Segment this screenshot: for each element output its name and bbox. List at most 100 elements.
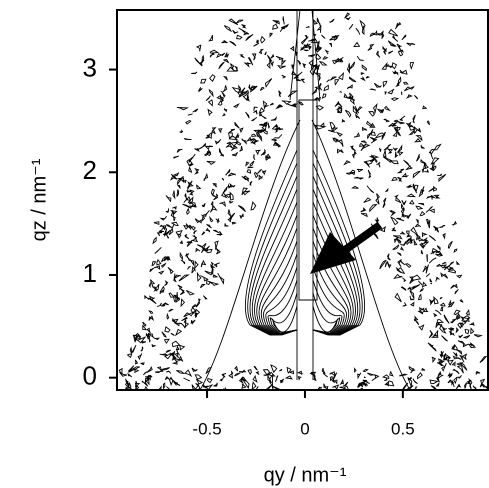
contour-line xyxy=(343,160,351,166)
contour-line xyxy=(281,74,287,79)
contour-line xyxy=(267,375,272,384)
contour-line xyxy=(407,121,412,127)
contour-line xyxy=(321,34,326,39)
contour-line xyxy=(205,95,211,101)
contour-line xyxy=(258,107,265,114)
contour-line xyxy=(412,114,416,124)
contour-line xyxy=(174,352,180,359)
contour-line xyxy=(455,274,463,279)
contour-line xyxy=(221,191,228,199)
contour-line xyxy=(446,267,453,272)
contour-line xyxy=(172,206,177,211)
y-tick-label: 2 xyxy=(83,155,97,185)
contour-line xyxy=(329,375,333,382)
contour-line xyxy=(404,263,412,269)
contour-line xyxy=(185,223,192,230)
contour-line xyxy=(451,220,457,226)
contour-line xyxy=(187,266,192,270)
contour-line xyxy=(420,186,425,194)
contour-line xyxy=(264,51,267,56)
contour-line xyxy=(455,348,463,356)
arrow-annotation xyxy=(310,221,383,274)
contour-line xyxy=(274,375,279,383)
contour-line xyxy=(448,300,452,306)
contour-line xyxy=(143,371,148,376)
contour-line xyxy=(382,156,393,163)
contour-line xyxy=(251,188,298,336)
contour-line xyxy=(322,372,328,378)
contour-line xyxy=(335,131,343,137)
contour-line xyxy=(212,183,218,188)
contour-line xyxy=(186,207,190,216)
contour-line xyxy=(447,372,451,377)
contour-line xyxy=(211,127,217,135)
contour-line xyxy=(183,377,191,382)
contour-line xyxy=(389,210,393,213)
contour-line xyxy=(416,153,420,162)
contour-line xyxy=(227,209,232,219)
contour-line xyxy=(402,277,407,283)
contour-line xyxy=(273,142,280,147)
contour-line xyxy=(186,239,193,247)
contour-line xyxy=(297,59,302,66)
contour-line xyxy=(345,16,351,21)
contour-line xyxy=(234,122,240,129)
contour-line xyxy=(204,145,213,151)
contour-line xyxy=(221,177,225,181)
contour-line xyxy=(151,285,158,292)
contour-line xyxy=(406,230,410,236)
contour-line xyxy=(337,148,344,154)
contour-line xyxy=(360,212,368,218)
contour-line xyxy=(296,77,303,82)
contour-line xyxy=(251,133,257,137)
contour-line xyxy=(144,377,149,384)
contour-line xyxy=(247,369,252,376)
contour-line xyxy=(397,50,404,57)
contour-line xyxy=(343,92,349,99)
contour-line xyxy=(161,331,167,338)
contour-line xyxy=(344,12,351,19)
contour-line xyxy=(279,368,283,372)
contour-line xyxy=(376,33,385,36)
contour-line xyxy=(376,161,381,166)
contour-line xyxy=(146,365,153,373)
contour-line xyxy=(219,375,225,382)
contour-line xyxy=(412,184,419,193)
contour-line xyxy=(135,380,141,388)
contour-line xyxy=(164,326,171,333)
contour-line xyxy=(407,376,412,381)
contour-line xyxy=(447,379,454,384)
contour-line xyxy=(170,378,179,385)
contour-line xyxy=(214,139,222,145)
contour-line xyxy=(205,227,211,233)
contour-line xyxy=(153,283,160,292)
contour-line xyxy=(384,260,389,268)
contour-line xyxy=(465,308,470,316)
contour-line xyxy=(435,382,440,387)
contour-line xyxy=(140,346,144,352)
contour-line xyxy=(321,367,326,375)
contour-line xyxy=(391,177,398,182)
contour-line xyxy=(308,54,316,58)
contour-line xyxy=(250,201,257,211)
contour-line xyxy=(312,162,363,336)
contour-line xyxy=(146,374,153,378)
contour-line xyxy=(468,322,475,326)
contour-line xyxy=(428,257,437,264)
contour-line xyxy=(245,161,250,167)
contour-line xyxy=(359,19,366,30)
contour-line xyxy=(259,111,263,117)
contour-line xyxy=(146,327,151,334)
contour-line xyxy=(422,105,427,110)
contour-line xyxy=(472,385,477,390)
contour-line xyxy=(145,377,150,386)
contour-line xyxy=(369,32,376,37)
contour-line xyxy=(188,163,194,167)
contour-line xyxy=(352,105,358,116)
contour-line xyxy=(240,376,248,382)
contour-line xyxy=(390,210,396,217)
contour-line xyxy=(353,41,361,47)
contour-line xyxy=(431,162,435,172)
contour-line xyxy=(274,134,283,139)
contour-line xyxy=(329,35,336,41)
